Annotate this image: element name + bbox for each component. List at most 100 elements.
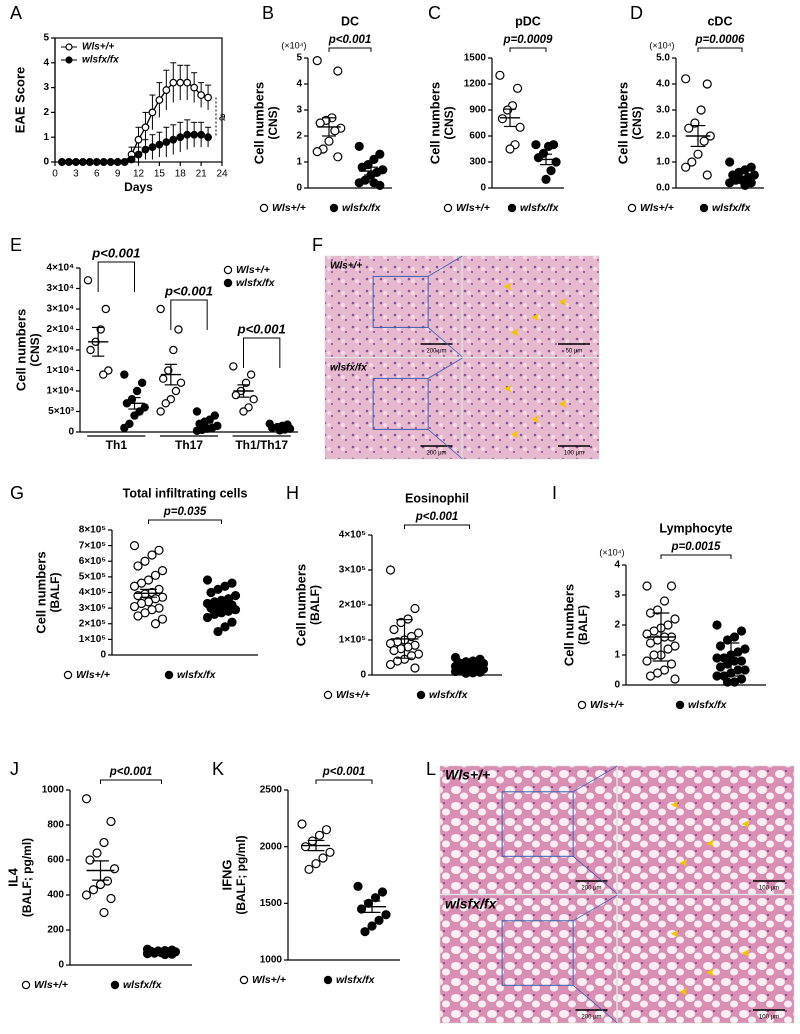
y-tick-label: 3×10⁵	[79, 603, 107, 614]
y-tick-label: 4	[43, 57, 49, 68]
data-point	[663, 644, 673, 654]
data-point	[239, 407, 248, 416]
y-tick-label: 0	[480, 183, 486, 194]
data-point	[369, 178, 379, 188]
x-tick-label: 12	[133, 169, 145, 180]
panel-letter: L	[426, 759, 436, 779]
data-point	[164, 670, 174, 680]
arrow	[741, 820, 750, 829]
data-point	[649, 650, 659, 660]
data-point	[113, 158, 122, 166]
arrow	[741, 949, 750, 958]
data-point	[65, 56, 73, 64]
data-point	[712, 671, 722, 681]
data-point	[174, 325, 183, 334]
panel-letter: D	[630, 3, 643, 23]
data-point	[192, 407, 202, 416]
data-point	[515, 122, 525, 132]
data-point	[497, 114, 508, 124]
data-point	[202, 575, 213, 585]
data-point	[239, 975, 249, 985]
data-point	[715, 641, 726, 651]
data-point	[330, 126, 340, 136]
scale-label: (×10⁴)	[599, 547, 624, 557]
y-tick-label: 1×10⁵	[339, 635, 367, 646]
legend-label: Wls+/+	[640, 202, 674, 214]
significance-bracket	[697, 47, 743, 52]
y-axis-label: Cell numbers	[561, 584, 576, 666]
x-tick-label: 15	[154, 169, 166, 180]
data-point	[645, 671, 656, 681]
data-point	[325, 847, 335, 857]
data-point	[176, 378, 186, 387]
data-point	[229, 362, 238, 371]
y-tick-label: 1000	[260, 955, 283, 966]
zoom-line	[572, 765, 618, 793]
arrow	[558, 297, 567, 306]
data-point	[157, 614, 168, 624]
x-tick-label: 6	[94, 169, 100, 180]
data-point	[162, 86, 171, 94]
data-point	[323, 975, 333, 985]
arrow	[679, 987, 688, 996]
panel-letter: E	[10, 235, 22, 255]
significance-bracket	[509, 47, 547, 52]
data-point	[154, 545, 164, 555]
data-point	[385, 659, 396, 670]
data-point	[715, 662, 726, 672]
significance-bracket	[97, 261, 135, 292]
arrow	[531, 313, 540, 322]
data-point	[312, 55, 322, 66]
data-point	[156, 407, 165, 416]
data-point	[169, 135, 178, 144]
y-tick-label: 4×10⁵	[79, 587, 107, 598]
y-tick-label: 0	[296, 183, 302, 194]
y-tick-label: 1500	[464, 53, 487, 64]
data-point	[725, 157, 735, 167]
data-point	[495, 70, 505, 80]
data-point	[353, 881, 363, 891]
data-point	[699, 203, 709, 213]
data-point	[99, 370, 108, 379]
scale-bar-label: 200 μm	[581, 886, 601, 892]
data-point	[450, 666, 461, 677]
data-point	[140, 556, 150, 566]
data-point	[190, 83, 199, 92]
x-tick-label: 0	[52, 169, 58, 180]
y-axis-label: (BALF; pg/ml)	[234, 835, 248, 914]
y-tick-label: 4	[296, 79, 302, 90]
y-tick-label: 6×10⁵	[79, 556, 107, 567]
y-tick-label: 3	[296, 105, 302, 116]
legend-label: wlsfx/fx	[520, 202, 560, 214]
x-axis-label: Days	[124, 180, 153, 194]
significance-label: p<0.001	[322, 766, 366, 778]
scale-bar-label: 50 μm	[566, 349, 583, 355]
data-point	[169, 78, 178, 87]
y-tick-label: 2	[296, 131, 302, 142]
data-point	[183, 130, 192, 139]
y-tick-label: 800	[47, 820, 64, 831]
data-point	[92, 158, 101, 166]
data-point	[148, 108, 157, 117]
arrow	[706, 968, 715, 977]
data-point	[134, 150, 143, 159]
data-point	[304, 864, 314, 874]
data-point	[702, 170, 712, 180]
zoom-line	[572, 984, 618, 1024]
data-point	[659, 596, 670, 606]
panel-letter: I	[552, 483, 557, 503]
micrograph	[439, 894, 617, 1024]
chart-title: Total infiltrating cells	[123, 486, 248, 500]
data-point	[106, 158, 115, 166]
data-point	[213, 626, 223, 637]
data-point	[99, 837, 109, 848]
y-tick-label: 1	[296, 157, 302, 168]
data-point	[321, 825, 332, 835]
data-point	[505, 144, 515, 154]
genotype-label: wlsfx/fx	[330, 363, 367, 374]
y-tick-label: 600	[47, 855, 64, 866]
chart-title: DC	[341, 14, 359, 28]
y-tick-label: 5×10³	[48, 406, 75, 417]
panel-letter: F	[312, 235, 323, 255]
